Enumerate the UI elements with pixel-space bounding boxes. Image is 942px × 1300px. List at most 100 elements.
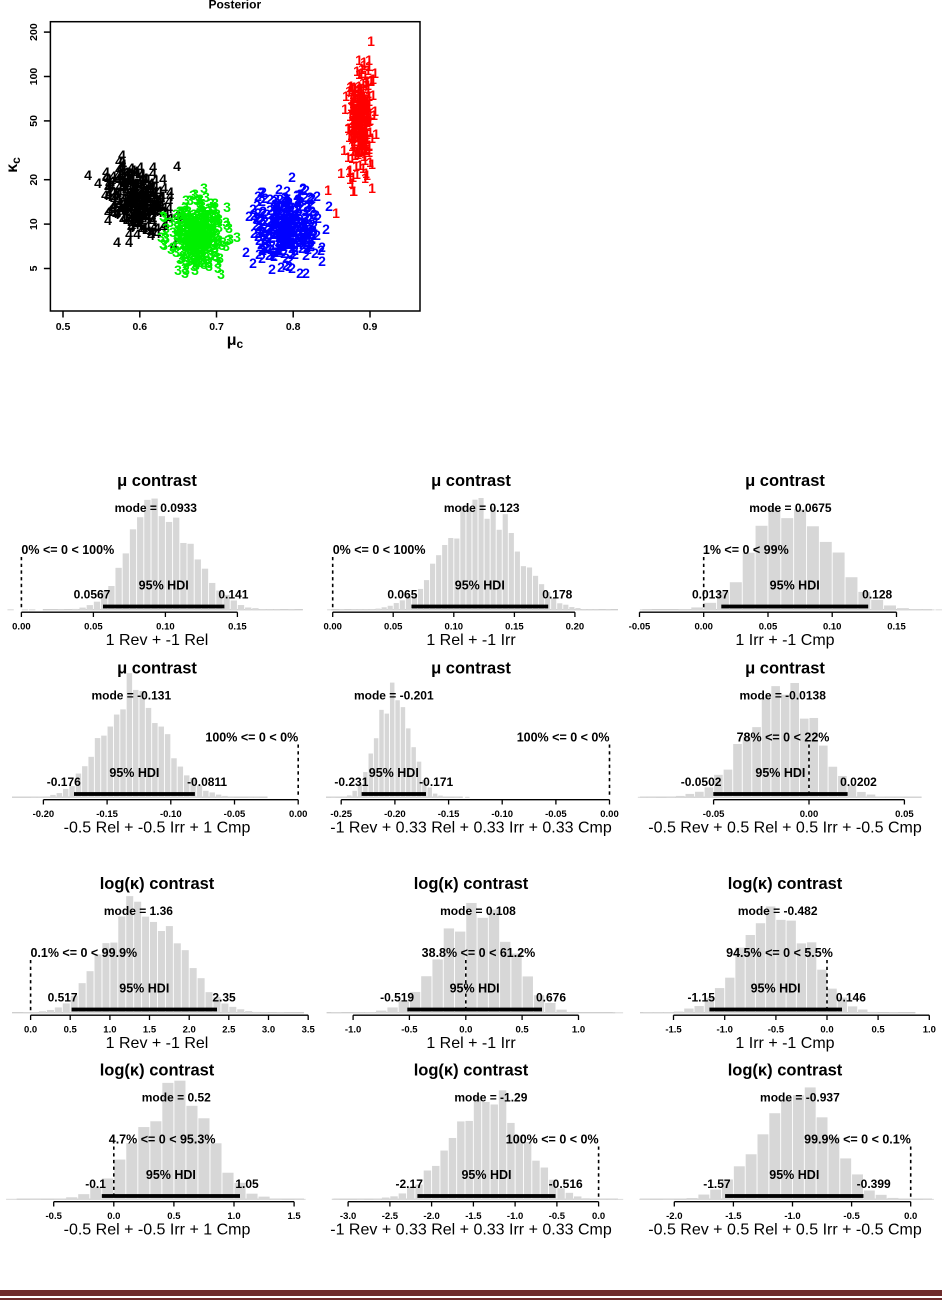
svg-text:-0.231: -0.231: [334, 775, 368, 789]
svg-text:3: 3: [188, 235, 196, 251]
svg-text:4: 4: [136, 216, 144, 232]
svg-text:4: 4: [128, 205, 136, 221]
svg-text:2: 2: [285, 222, 293, 238]
svg-text:1: 1: [351, 120, 359, 136]
svg-text:3: 3: [201, 215, 209, 231]
svg-text:4: 4: [151, 197, 159, 213]
svg-text:3: 3: [207, 208, 215, 224]
svg-text:1: 1: [360, 137, 368, 153]
svg-text:3: 3: [182, 239, 190, 255]
svg-text:4: 4: [104, 204, 112, 220]
svg-text:4: 4: [105, 185, 113, 201]
svg-text:1: 1: [361, 113, 369, 129]
svg-text:3: 3: [211, 248, 219, 264]
svg-text:3: 3: [196, 254, 204, 270]
svg-text:4: 4: [104, 212, 112, 228]
svg-text:-1.57: -1.57: [703, 1177, 731, 1191]
svg-text:4: 4: [143, 218, 151, 234]
svg-text:3: 3: [189, 187, 197, 203]
svg-text:1: 1: [360, 141, 368, 157]
svg-text:4: 4: [153, 197, 161, 213]
svg-text:2: 2: [312, 207, 320, 223]
svg-text:-0.25: -0.25: [330, 809, 352, 820]
svg-text:3: 3: [217, 266, 225, 282]
svg-text:2: 2: [283, 193, 291, 209]
svg-text:2: 2: [254, 188, 262, 204]
svg-text:95% HDI: 95% HDI: [751, 981, 801, 995]
svg-text:4: 4: [105, 175, 113, 191]
svg-text:3: 3: [183, 254, 191, 270]
svg-text:3: 3: [180, 227, 188, 243]
svg-text:4: 4: [178, 209, 186, 225]
svg-text:3: 3: [196, 195, 204, 211]
svg-text:2: 2: [300, 219, 308, 235]
svg-text:2: 2: [302, 247, 310, 263]
svg-text:4: 4: [175, 209, 183, 225]
svg-text:4: 4: [137, 196, 145, 212]
svg-text:2: 2: [255, 218, 263, 234]
svg-text:1: 1: [362, 118, 370, 134]
svg-text:4: 4: [116, 194, 124, 210]
svg-text:3: 3: [212, 225, 220, 241]
svg-text:-0.1: -0.1: [85, 1177, 106, 1191]
svg-text:1: 1: [365, 97, 373, 113]
svg-text:1: 1: [358, 131, 366, 147]
svg-text:1: 1: [370, 107, 378, 123]
svg-text:4: 4: [112, 206, 120, 222]
svg-text:4: 4: [94, 175, 102, 191]
svg-text:4: 4: [126, 200, 134, 216]
svg-text:4: 4: [134, 206, 142, 222]
svg-text:3: 3: [196, 235, 204, 251]
svg-text:1: 1: [354, 146, 362, 162]
svg-text:2: 2: [287, 234, 295, 250]
svg-text:3: 3: [193, 227, 201, 243]
svg-text:0.0: 0.0: [904, 1211, 917, 1222]
svg-text:4: 4: [159, 219, 167, 235]
svg-text:4: 4: [134, 214, 142, 230]
svg-text:4: 4: [128, 215, 136, 231]
svg-text:1: 1: [362, 102, 370, 118]
svg-text:4: 4: [115, 153, 123, 169]
svg-text:4: 4: [155, 200, 163, 216]
svg-text:95% HDI: 95% HDI: [119, 981, 169, 995]
svg-text:4: 4: [151, 178, 159, 194]
svg-text:3: 3: [198, 246, 206, 262]
svg-text:2: 2: [272, 244, 280, 260]
svg-text:2: 2: [277, 259, 285, 275]
svg-text:2: 2: [253, 197, 261, 213]
svg-text:3: 3: [201, 241, 209, 257]
svg-text:3: 3: [184, 211, 192, 227]
svg-text:0.0567: 0.0567: [74, 588, 111, 602]
svg-text:2: 2: [281, 222, 289, 238]
svg-text:100% <= 0 < 0%: 100% <= 0 < 0%: [517, 730, 610, 744]
svg-text:0.517: 0.517: [48, 991, 78, 1005]
svg-text:log(κ) contrast: log(κ) contrast: [728, 1061, 843, 1079]
svg-text:2: 2: [257, 236, 265, 252]
svg-text:4: 4: [148, 178, 156, 194]
svg-text:3: 3: [173, 214, 181, 230]
svg-text:0.15: 0.15: [505, 621, 524, 632]
svg-text:1: 1: [355, 66, 363, 82]
svg-text:2: 2: [299, 225, 307, 241]
svg-text:0.0: 0.0: [24, 1024, 37, 1035]
svg-text:3: 3: [198, 198, 206, 214]
svg-text:3: 3: [197, 222, 205, 238]
svg-text:3: 3: [198, 224, 206, 240]
svg-text:2: 2: [271, 224, 279, 240]
svg-text:1: 1: [357, 130, 365, 146]
svg-text:2: 2: [268, 206, 276, 222]
svg-text:4: 4: [147, 224, 155, 240]
svg-text:2: 2: [287, 206, 295, 222]
svg-text:-0.20: -0.20: [33, 809, 55, 820]
svg-text:2: 2: [292, 222, 300, 238]
svg-text:3: 3: [188, 217, 196, 233]
svg-text:0.5: 0.5: [167, 1211, 181, 1222]
svg-text:2: 2: [286, 236, 294, 252]
svg-text:2: 2: [270, 244, 278, 260]
svg-text:2: 2: [304, 241, 312, 257]
svg-text:1: 1: [355, 144, 363, 160]
svg-text:-0.05: -0.05: [545, 809, 567, 820]
svg-text:4: 4: [109, 184, 117, 200]
svg-text:2: 2: [275, 233, 283, 249]
svg-text:2: 2: [275, 220, 283, 236]
